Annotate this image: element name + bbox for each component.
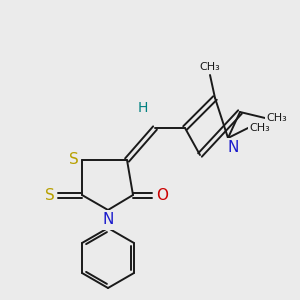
Text: S: S	[45, 188, 55, 202]
Text: CH₃: CH₃	[267, 113, 287, 123]
Text: S: S	[69, 152, 79, 167]
Text: O: O	[156, 188, 168, 202]
Text: N: N	[102, 212, 114, 227]
Text: N: N	[227, 140, 239, 155]
Text: H: H	[138, 101, 148, 115]
Text: CH₃: CH₃	[250, 123, 270, 133]
Text: CH₃: CH₃	[200, 62, 220, 72]
